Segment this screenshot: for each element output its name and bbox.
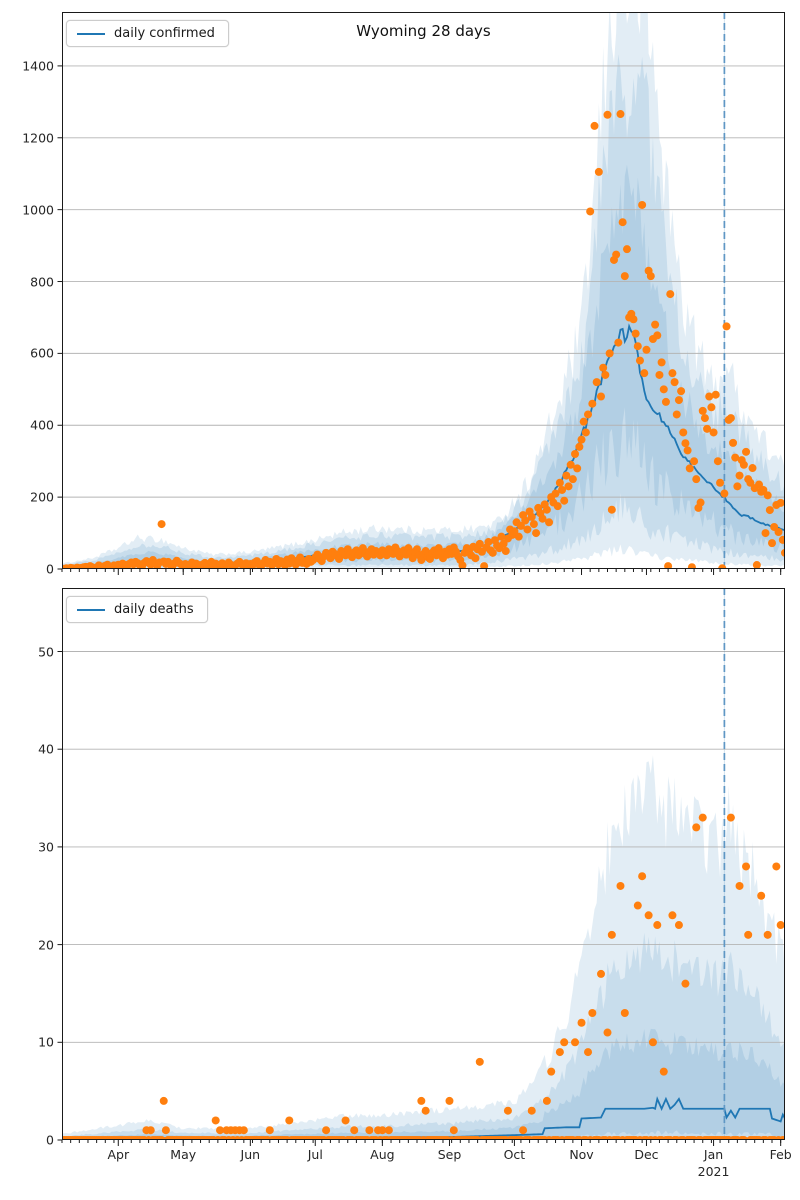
xtick-month-label: Jul <box>307 1147 323 1162</box>
deaths-ytick-label: 20 <box>38 937 54 953</box>
page-title: Wyoming 28 days <box>356 22 491 40</box>
confirmed-ytick-label: 1000 <box>22 202 54 218</box>
legend-line-sample-deaths <box>77 608 105 611</box>
xtick-month-label: Jun <box>240 1147 261 1162</box>
legend-label-deaths: daily deaths <box>114 602 194 617</box>
legend-label-confirmed: daily confirmed <box>114 26 215 41</box>
xtick-month-label: Apr <box>107 1147 130 1162</box>
confirmed-ytick-label: 200 <box>30 489 54 505</box>
xtick-month-label: Oct <box>503 1147 526 1162</box>
xtick-month-label: Sep <box>437 1147 462 1162</box>
legend-daily-confirmed: daily confirmed <box>66 20 229 47</box>
deaths-ytick-label: 50 <box>38 644 54 659</box>
confirmed-ytick-label: 1200 <box>22 130 54 146</box>
confirmed-ytick-label: 1400 <box>22 58 54 74</box>
xtick-month-label: Jan <box>703 1147 724 1162</box>
xtick-month-label: Dec <box>634 1147 659 1162</box>
confirmed-ytick-label: 0 <box>46 561 54 577</box>
confirmed-ytick-label: 400 <box>30 417 54 433</box>
legend-line-sample-confirmed <box>77 32 105 35</box>
xtick-month-label: Feb <box>769 1147 792 1162</box>
xtick-month-label: Nov <box>569 1147 594 1162</box>
xtick-year-label: 2021 <box>697 1164 730 1179</box>
deaths-ytick-label: 40 <box>38 741 54 757</box>
deaths-ytick-label: 10 <box>38 1034 54 1050</box>
xtick-month-label: Aug <box>370 1147 395 1162</box>
xtick-month-label: May <box>170 1147 197 1162</box>
legend-daily-deaths: daily deaths <box>66 596 208 623</box>
confirmed-ytick-label: 600 <box>30 345 54 361</box>
deaths-ytick-label: 0 <box>46 1132 54 1148</box>
confirmed-ytick-label: 800 <box>30 274 54 290</box>
deaths-ytick-label: 30 <box>38 839 54 855</box>
